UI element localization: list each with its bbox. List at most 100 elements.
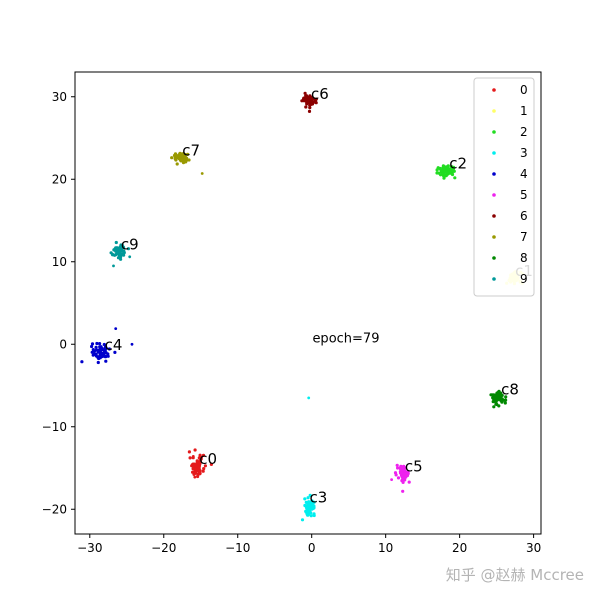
legend-label-7: 7 [520,230,528,244]
outlier-point-9 [112,264,115,268]
data-point-6 [314,97,318,101]
data-point-2 [452,169,456,173]
data-point-9 [119,257,123,261]
outlier-point-0 [191,455,195,458]
legend-label-4: 4 [520,167,528,181]
data-point-2 [443,174,447,178]
data-point-3 [312,513,316,518]
data-point-2 [450,172,455,177]
data-point-6 [310,95,314,100]
data-point-8 [495,391,499,396]
data-point-7 [173,157,177,161]
data-point-0 [191,467,195,471]
outlier-point-0 [193,475,197,479]
cluster-label-c0: c0 [199,450,217,468]
cluster-label-c2: c2 [449,155,467,173]
data-point-4 [101,352,105,356]
data-point-4 [104,359,108,363]
legend-marker-8 [492,256,496,260]
data-point-6 [307,109,312,113]
data-point-2 [452,165,456,169]
data-point-6 [307,97,311,101]
data-point-2 [453,176,457,180]
legend-marker-1 [492,109,496,113]
data-point-0 [209,462,213,466]
legend-marker-5 [492,193,496,197]
outlier-point-3 [307,396,311,400]
data-point-0 [193,448,197,452]
cluster-label-c6: c6 [311,85,329,103]
x-tick-label: 30 [526,541,541,555]
data-point-9 [116,251,120,255]
cluster-label-c3: c3 [310,489,328,507]
legend-marker-3 [492,151,496,155]
data-point-5 [401,489,405,493]
data-point-4 [96,360,100,365]
data-point-2 [441,164,445,168]
cluster-label-c9: c9 [121,235,139,253]
data-point-2 [444,170,448,174]
data-point-3 [307,504,311,508]
data-point-4 [97,354,102,358]
data-point-9 [121,246,126,250]
data-point-8 [494,395,498,399]
x-tick-label: −20 [151,541,176,555]
legend-box [473,77,535,297]
data-point-7 [175,162,179,166]
data-point-5 [395,463,399,467]
data-point-8 [498,395,502,400]
outlier-point-4 [114,327,118,330]
watermark: 知乎 @赵赫 Mccree [446,566,584,584]
outlier-point-7 [200,172,204,175]
data-point-0 [202,467,206,471]
data-point-3 [309,514,313,518]
data-point-6 [300,99,304,103]
y-tick-label: 0 [59,337,67,351]
legend-label-8: 8 [520,251,528,265]
data-point-9 [119,243,123,247]
data-point-4 [90,342,95,346]
legend-marker-7 [492,235,496,239]
data-point-3 [304,505,309,509]
legend-label-3: 3 [520,146,528,160]
data-point-3 [312,504,316,508]
x-tick-label: −10 [225,541,250,555]
legend-label-1: 1 [520,104,528,118]
legend-marker-2 [492,130,496,134]
data-point-0 [187,450,191,454]
data-point-3 [309,511,313,515]
data-point-9 [113,247,117,251]
y-tick-label: 20 [52,172,67,186]
data-point-3 [303,497,307,501]
data-point-3 [300,518,305,522]
data-point-2 [440,168,444,172]
data-point-3 [312,500,316,504]
data-point-3 [304,500,308,504]
data-point-7 [180,152,184,156]
data-point-6 [302,97,306,101]
legend-marker-4 [492,172,496,176]
cluster-label-c8: c8 [501,381,519,399]
data-point-4 [94,354,98,358]
data-point-7 [187,158,191,162]
epoch-annotation: epoch=79 [312,332,379,347]
data-point-8 [504,395,508,399]
y-tick-label: 10 [52,255,67,269]
data-point-5 [396,476,401,480]
data-point-4 [95,341,99,346]
legend-label-0: 0 [520,83,528,97]
data-point-0 [203,464,207,468]
data-point-2 [435,171,439,175]
data-point-4 [107,347,111,351]
data-point-0 [199,457,203,461]
x-tick-label: 0 [308,541,316,555]
cluster-label-c5: c5 [405,457,423,475]
legend-marker-9 [492,277,496,281]
data-point-5 [400,466,404,470]
data-point-0 [201,453,206,457]
data-point-7 [183,155,187,159]
legend-label-9: 9 [520,272,528,286]
outlier-point-4 [130,342,134,346]
